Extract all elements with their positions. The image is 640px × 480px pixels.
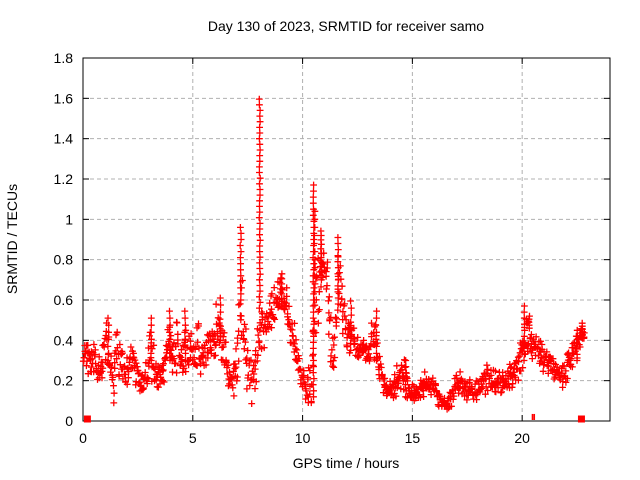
y-tick-label: 1 (65, 211, 73, 227)
y-axis-label: SRMTID / TECUs (4, 184, 20, 294)
y-tick-label: 0.2 (54, 373, 74, 389)
tick-labels: 0 0.2 0.4 0.6 0.8 1 1.2 1.4 1.6 1.8 0 5 10 15 20 (54, 50, 531, 446)
data-points (79, 95, 588, 423)
y-tick-label: 1.6 (54, 90, 74, 106)
x-tick-label: 20 (514, 430, 530, 446)
y-tick-label: 0.6 (54, 292, 74, 308)
y-tick-label: 1.4 (54, 131, 74, 147)
y-tick-label: 0 (65, 413, 73, 429)
y-tick-label: 0.8 (54, 252, 74, 268)
y-tick-label: 1.2 (54, 171, 74, 187)
x-tick-label: 15 (405, 430, 421, 446)
plot-frame (82, 57, 611, 422)
chart-title: Day 130 of 2023, SRMTID for receiver sam… (208, 18, 484, 34)
y-tick-label: 0.4 (54, 332, 74, 348)
x-axis-label: GPS time / hours (293, 455, 400, 471)
gridlines (83, 58, 610, 421)
plot-border (82, 57, 611, 422)
x-tick-label: 0 (79, 430, 87, 446)
x-tick-label: 10 (295, 430, 311, 446)
scatter-plus-markers (79, 95, 588, 413)
zero-square-marker (577, 415, 585, 423)
x-tick-label: 5 (189, 430, 197, 446)
axis-ticks (82, 57, 610, 422)
zero-square-marker (83, 415, 91, 423)
y-tick-label: 1.8 (54, 50, 74, 66)
